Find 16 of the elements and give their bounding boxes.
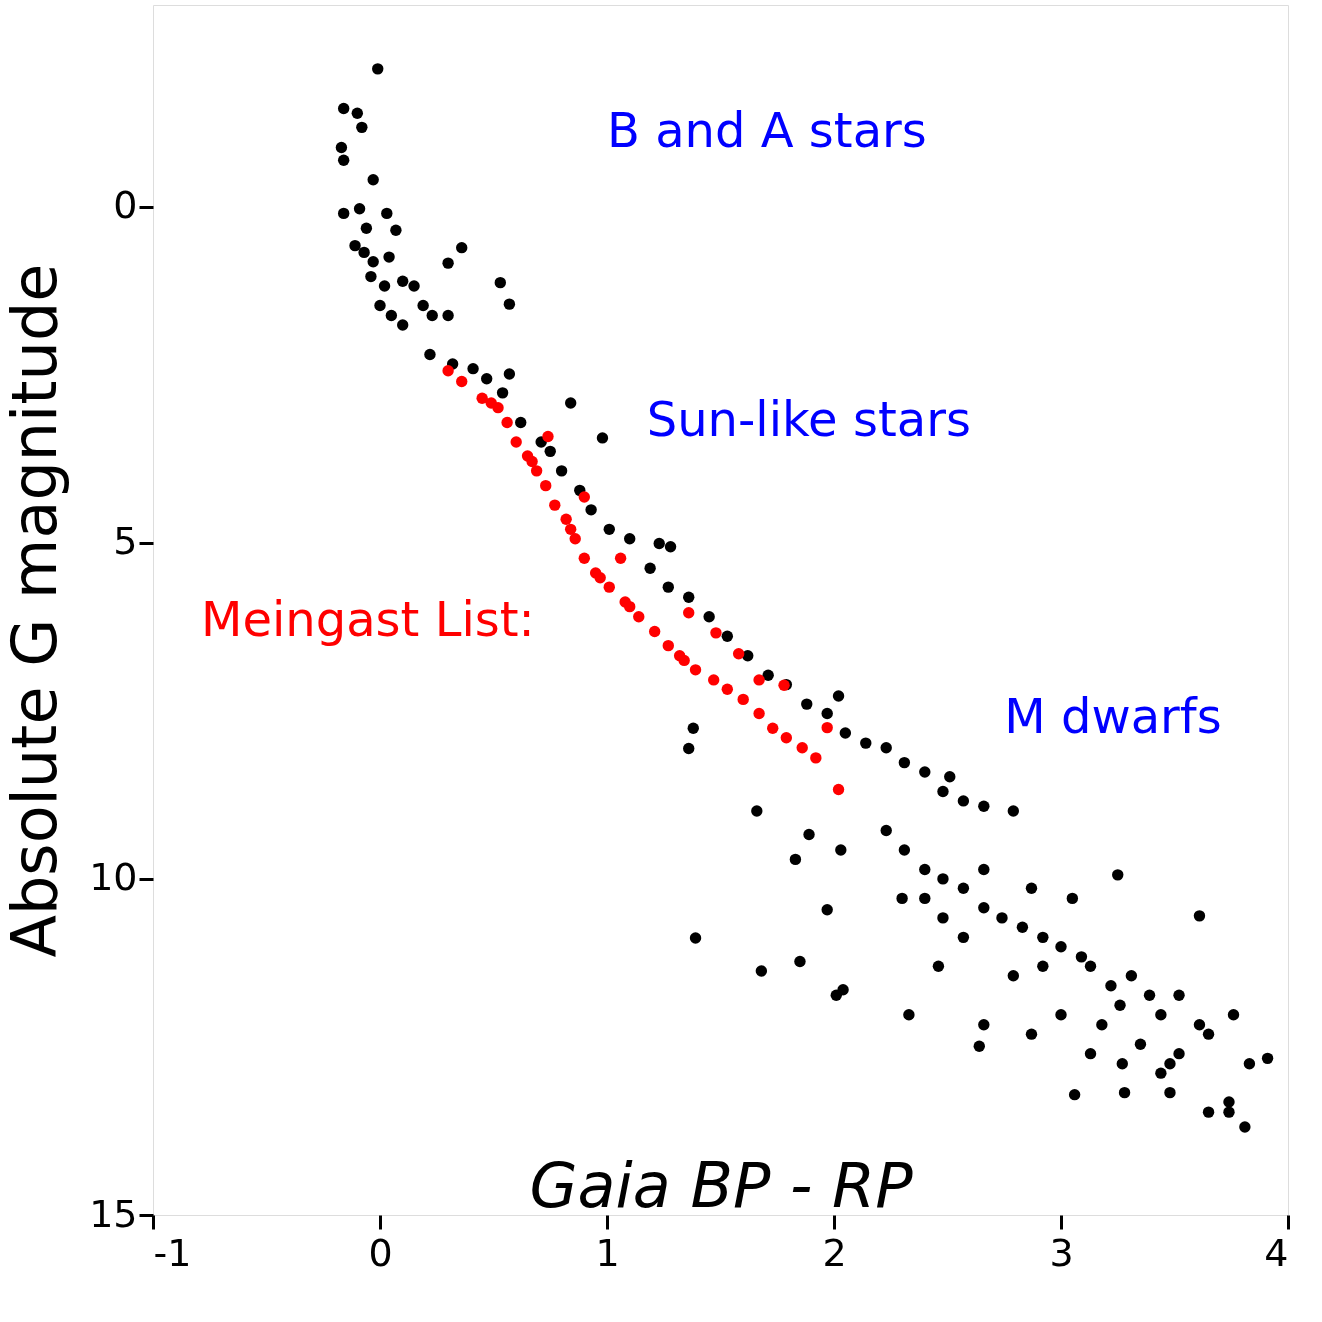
y-tick-label: 5 — [113, 519, 138, 564]
annotation: B and A stars — [607, 102, 927, 159]
x-axis-title: Gaia BP - RP — [529, 1148, 914, 1222]
x-tick-label: 4 — [1264, 1230, 1289, 1275]
y-axis-title: Absolute G magnitude — [0, 263, 72, 958]
series-label: Meingast List: — [201, 591, 535, 648]
x-tick-label: 0 — [368, 1230, 393, 1275]
y-tick-label: 10 — [89, 855, 138, 900]
x-tick-label: 2 — [822, 1230, 847, 1275]
x-tick-label: -1 — [153, 1230, 192, 1275]
x-tick-label: 1 — [595, 1230, 620, 1275]
x-tick-label: 3 — [1049, 1230, 1074, 1275]
y-tick-label: 15 — [89, 1191, 138, 1236]
annotation: M dwarfs — [1004, 687, 1222, 744]
annotation: Sun-like stars — [646, 391, 971, 448]
y-tick-label: 0 — [113, 183, 138, 228]
